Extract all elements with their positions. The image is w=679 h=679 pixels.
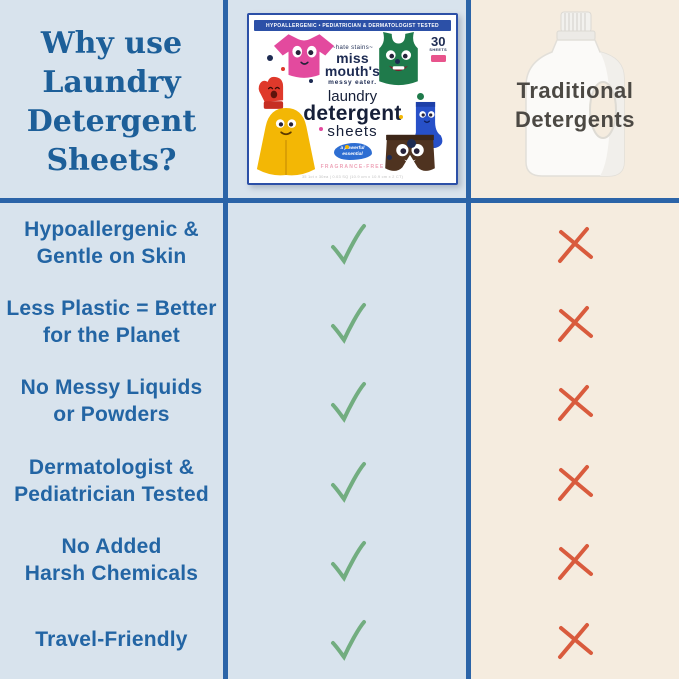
feature-label: Dermatologist & Pediatrician Tested [14,455,209,506]
feature-label: Less Plastic = Better for the Planet [6,296,217,347]
page-title: Why use Laundry Detergent Sheets? [26,26,197,178]
header-divider [0,198,679,203]
brand-name: miss mouth's [324,50,381,79]
yellow-raincoat-icon [256,108,316,176]
brand-subtitle: messy eater. [328,79,377,86]
stain-dot [345,145,349,149]
pink-flag-icon [430,54,446,62]
cross-icon [558,226,593,263]
comparison-table: Hypoallergenic & Gentle on Skin Less Pla… [0,203,679,679]
product-name-line1: laundry [327,88,378,105]
product-tagline: ~hate stains~ [331,45,374,51]
check-icon [331,382,366,424]
cross-icon [558,385,593,422]
product-name-line2: detergent [303,102,402,125]
stain-dot [267,55,273,61]
feature-label: Travel-Friendly [35,627,188,651]
cross-icon [558,464,593,501]
check-icon [331,223,366,265]
powerful-essential-badge: a powerful essential [333,143,372,160]
column-divider-right [466,0,471,679]
stain-dot [309,79,313,83]
feature-label: Hypoallergenic & Gentle on Skin [24,217,199,268]
sheet-count-badge: 30 SHEETS [429,35,447,62]
green-tanktop-icon [379,31,418,86]
check-icon [331,302,366,344]
table-row: Dermatologist & Pediatrician Tested [0,441,679,520]
product-name-line3: sheets [327,123,378,140]
brown-shorts-icon [385,134,435,171]
traditional-detergents-label: Traditional Detergents [515,78,635,132]
sheet-count: 30 [430,34,446,49]
check-icon [331,620,366,662]
sheet-count-unit: SHEETS [429,48,447,52]
column-divider-left [223,0,228,679]
stain-dot [387,155,392,160]
pink-tshirt-icon [273,34,335,78]
check-icon [331,461,366,503]
stain-dot [407,139,416,148]
stain-dot [319,127,323,131]
stain-dot [399,115,403,119]
stain-dot [417,93,424,100]
fragrance-free-label: FRAGRANCE-FREE [320,164,385,170]
table-row: Hypoallergenic & Gentle on Skin [0,203,679,282]
stain-dot [281,67,285,71]
table-row: No Added Harsh Chemicals [0,520,679,599]
table-row: No Messy Liquids or Powders [0,362,679,441]
stain-dot [395,59,400,64]
red-mitten-icon [258,76,284,109]
feature-label: No Messy Liquids or Powders [20,376,203,427]
table-row: Travel-Friendly [0,600,679,679]
table-row: Less Plastic = Better for the Planet [0,282,679,361]
cross-icon [558,543,593,580]
package-size-text: 35 1ct x 30ea | 0.03 SQ (10.9 cm x 10.9 … [301,174,404,179]
check-icon [331,540,366,582]
detergent-jug-image [525,11,625,177]
cross-icon [558,623,593,660]
product-box-image: HYPOALLERGENIC • PEDIATRICIAN & DERMATOL… [247,13,458,185]
feature-label: No Added Harsh Chemicals [24,534,199,585]
product-banner: HYPOALLERGENIC • PEDIATRICIAN & DERMATOL… [254,20,451,31]
cross-icon [558,305,593,342]
